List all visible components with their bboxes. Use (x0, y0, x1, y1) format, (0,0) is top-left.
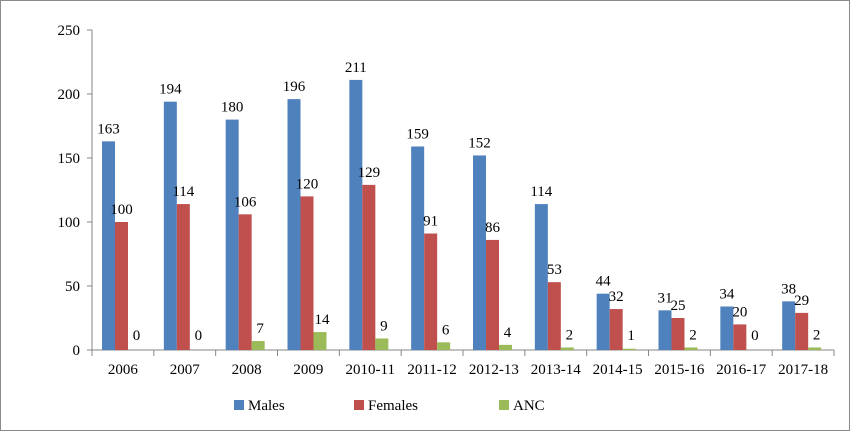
x-tick-label: 2012-13 (469, 362, 519, 378)
y-tick-label: 0 (73, 343, 81, 359)
x-tick-label: 2010-11 (346, 362, 395, 378)
data-label-females: 20 (732, 304, 747, 320)
y-tick-label: 200 (58, 87, 81, 103)
bar-anc (808, 347, 822, 350)
data-label-anc: 6 (442, 322, 450, 338)
x-tick-label: 2011-12 (407, 362, 456, 378)
bar-males (473, 155, 486, 350)
bar-females (362, 184, 376, 350)
legend-swatch-anc (499, 400, 509, 410)
bar-males (658, 310, 672, 350)
bar-males (534, 204, 548, 350)
bar-males (720, 306, 734, 350)
bar-females (176, 204, 190, 350)
data-label-females: 25 (671, 298, 686, 314)
data-label-anc: 1 (627, 328, 635, 344)
data-label-anc: 0 (195, 328, 203, 344)
data-label-males: 196 (283, 79, 306, 95)
x-tick-label: 2014-15 (593, 362, 643, 378)
data-label-anc: 7 (256, 321, 264, 337)
bar-females (238, 214, 252, 350)
bar-anc (437, 342, 451, 350)
data-label-males: 152 (468, 135, 491, 151)
data-label-anc: 4 (504, 325, 512, 341)
legend-label-anc: ANC (513, 398, 545, 414)
bar-males (287, 99, 301, 351)
legend-label-males: Males (248, 398, 285, 414)
data-label-females: 129 (358, 165, 381, 181)
data-label-males: 163 (97, 121, 120, 137)
x-tick-label: 2017-18 (778, 362, 828, 378)
bar-females (671, 318, 685, 350)
x-tick-label: 2007 (170, 362, 201, 378)
bar-females (115, 222, 128, 350)
data-label-males: 114 (530, 184, 552, 200)
x-tick-label: 2015-16 (654, 362, 704, 378)
data-label-anc: 0 (751, 328, 759, 344)
bar-males (163, 101, 177, 351)
data-label-anc: 2 (566, 327, 574, 343)
data-label-males: 159 (406, 126, 429, 142)
data-label-females: 32 (609, 289, 624, 305)
bar-females (424, 233, 438, 350)
bar-anc (499, 344, 512, 350)
data-label-males: 31 (658, 290, 673, 306)
bar-females (795, 312, 809, 350)
bar-anc (251, 341, 265, 350)
legend-swatch-males (234, 400, 244, 410)
bar-anc (375, 338, 389, 350)
bar-females (609, 309, 623, 350)
data-label-males: 211 (345, 60, 367, 76)
data-label-males: 38 (781, 281, 796, 297)
data-label-females: 86 (485, 220, 501, 236)
data-label-females: 106 (234, 194, 257, 210)
x-tick-label: 2008 (232, 362, 262, 378)
bar-anc (313, 332, 327, 350)
legend-label-females: Females (368, 398, 418, 414)
data-label-females: 91 (423, 214, 438, 230)
data-label-females: 100 (110, 202, 133, 218)
x-tick-label: 2006 (108, 362, 139, 378)
data-label-anc: 2 (689, 327, 697, 343)
x-tick-label: 2009 (293, 362, 323, 378)
bar-males (225, 119, 239, 350)
data-label-anc: 14 (315, 312, 331, 328)
bar-anc (622, 348, 636, 350)
data-label-males: 180 (221, 100, 244, 116)
bar-males (349, 79, 363, 351)
bar-males (782, 301, 796, 350)
data-label-males: 34 (719, 286, 735, 302)
legend-swatch-females (354, 400, 364, 410)
bar-males (102, 141, 115, 350)
data-label-females: 120 (296, 176, 319, 192)
y-tick-label: 50 (65, 279, 80, 295)
data-label-males: 44 (596, 274, 612, 290)
data-label-anc: 9 (380, 318, 388, 334)
data-label-males: 194 (159, 82, 182, 98)
data-label-females: 29 (794, 293, 809, 309)
x-tick-label: 2013-14 (531, 362, 581, 378)
x-tick-label: 2016-17 (716, 362, 766, 378)
data-label-females: 53 (547, 262, 562, 278)
bar-females (733, 324, 747, 350)
bar-females (300, 196, 314, 350)
bar-males (411, 146, 425, 350)
y-tick-label: 150 (58, 151, 81, 167)
bar-anc (560, 347, 574, 350)
bar-females (486, 239, 499, 350)
y-tick-label: 100 (58, 215, 81, 231)
data-label-females: 114 (172, 184, 194, 200)
data-label-anc: 0 (133, 328, 141, 344)
y-tick-label: 250 (58, 23, 81, 39)
bar-anc (684, 347, 698, 350)
bar-males (596, 293, 610, 350)
data-label-anc: 2 (813, 327, 821, 343)
bar-females (547, 282, 561, 350)
